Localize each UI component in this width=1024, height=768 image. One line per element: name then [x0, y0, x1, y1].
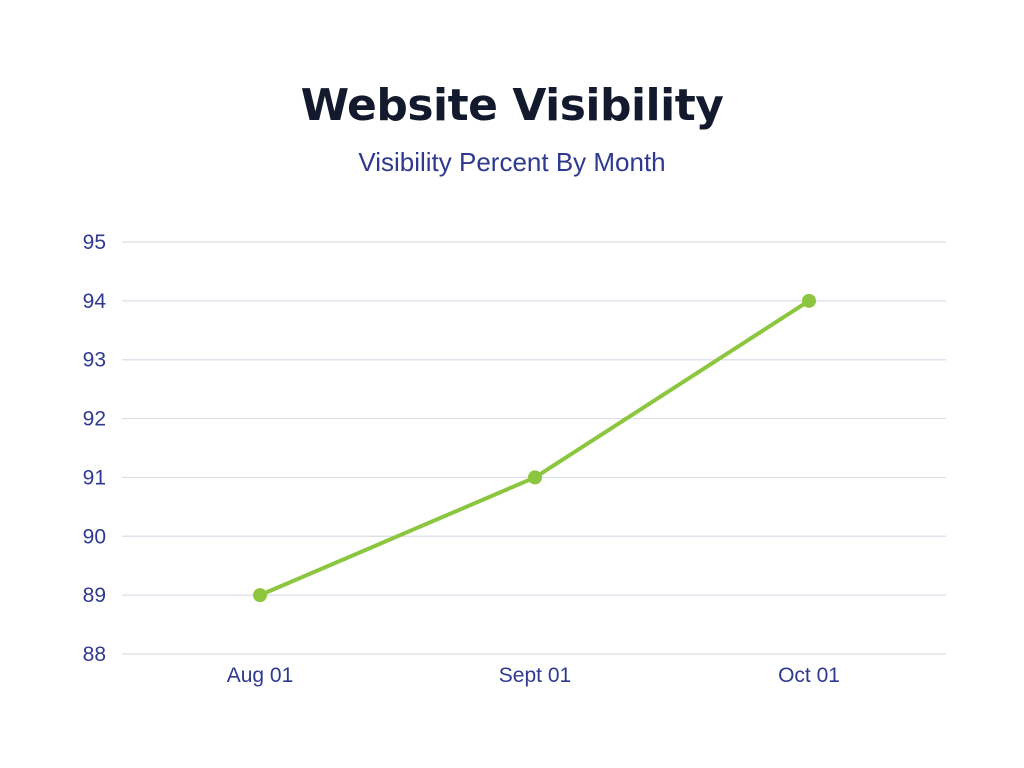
- chart-title: Website Visibility: [300, 80, 724, 131]
- y-tick-label: 89: [83, 584, 106, 607]
- x-tick-label: Oct 01: [778, 664, 840, 687]
- data-point: [802, 293, 816, 308]
- y-tick-label: 94: [83, 290, 107, 313]
- data-point: [253, 588, 267, 603]
- y-tick-label: 93: [83, 349, 106, 372]
- x-axis-ticks: Aug 01 Sept 01 Oct 01: [227, 664, 840, 687]
- x-tick-label: Sept 01: [499, 664, 571, 687]
- y-tick-label: 90: [83, 525, 106, 548]
- y-axis-ticks: 88 89 90 91 92 93 94 95: [83, 231, 107, 666]
- series-line: [258, 298, 811, 598]
- x-tick-label: Aug 01: [227, 664, 294, 687]
- data-point: [528, 470, 542, 485]
- y-tick-label: 92: [83, 408, 106, 431]
- y-tick-label: 91: [83, 466, 106, 489]
- chart-subtitle: Visibility Percent By Month: [358, 147, 666, 177]
- series-layer: [253, 293, 816, 603]
- gridlines: [122, 241, 946, 655]
- y-tick-label: 95: [83, 231, 106, 254]
- y-tick-label: 88: [83, 643, 106, 666]
